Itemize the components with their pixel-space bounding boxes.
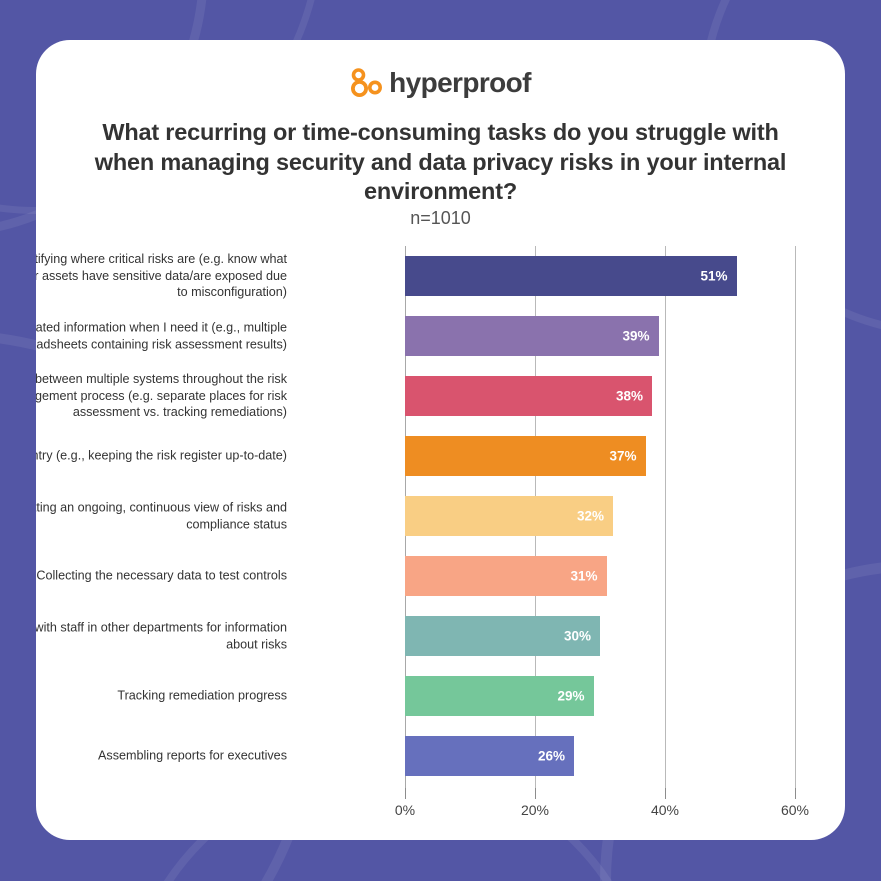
x-axis-tick-mark bbox=[665, 788, 666, 799]
bar-category-label: Find risk-related information when I nee… bbox=[36, 320, 287, 351]
bar-category-label: Data entry (e.g., keeping the risk regis… bbox=[36, 448, 287, 463]
bar-value-label: 31% bbox=[570, 568, 598, 584]
bar-value-label: 37% bbox=[609, 448, 637, 464]
bar[interactable]: 37% bbox=[405, 436, 646, 476]
gridline-60 bbox=[795, 246, 796, 788]
bar-category-label: Getting an ongoing, continuous view of r… bbox=[36, 500, 287, 531]
bar[interactable]: 29% bbox=[405, 676, 594, 716]
bar[interactable]: 31% bbox=[405, 556, 607, 596]
bar-category-label: Identifying where critical risks are (e.… bbox=[36, 252, 287, 300]
chart-title: What recurring or time-consuming tasks d… bbox=[94, 119, 787, 205]
bar[interactable]: 32% bbox=[405, 496, 613, 536]
hyperproof-circles-icon bbox=[350, 68, 383, 97]
bar-row: Assembling reports for executives 26% bbox=[36, 726, 845, 786]
x-axis-tick-label: 60% bbox=[780, 802, 810, 818]
bar[interactable]: 39% bbox=[405, 316, 659, 356]
bar-category-label: Following up with staff in other departm… bbox=[36, 620, 287, 651]
bar-value-label: 30% bbox=[563, 628, 591, 644]
x-axis-tick-mark bbox=[405, 788, 406, 799]
x-axis-tick-mark bbox=[795, 788, 796, 799]
bar[interactable]: 30% bbox=[405, 616, 600, 656]
bar-value-label: 32% bbox=[576, 508, 604, 524]
brand-name: hyperproof bbox=[389, 66, 531, 98]
brand-logo: hyperproof bbox=[36, 68, 845, 97]
bar-category-label: Collecting the necessary data to test co… bbox=[36, 568, 287, 583]
bar[interactable]: 51% bbox=[405, 256, 737, 296]
bar-category-label: Tracking remediation progress bbox=[117, 688, 287, 703]
bar-category-label: Assembling reports for executives bbox=[98, 748, 287, 763]
bar-row: Identifying where critical risks are (e.… bbox=[36, 246, 845, 306]
bar-value-label: 39% bbox=[622, 328, 650, 344]
bar-value-label: 51% bbox=[700, 268, 728, 284]
bar-category-label: Switching between multiple systems throu… bbox=[36, 372, 287, 420]
gridline-40 bbox=[665, 246, 666, 788]
bar-row: Getting an ongoing, continuous view of r… bbox=[36, 486, 845, 546]
bar-value-label: 38% bbox=[615, 388, 643, 404]
x-axis-tick-label: 20% bbox=[520, 802, 550, 818]
x-axis-tick-mark bbox=[535, 788, 536, 799]
bar-row: Tracking remediation progress 29% bbox=[36, 666, 845, 726]
bar[interactable]: 38% bbox=[405, 376, 652, 416]
chart-card: hyperproof What recurring or time-consum… bbox=[36, 40, 845, 840]
chart-sample-size: n=1010 bbox=[410, 208, 471, 228]
bar-row: Following up with staff in other departm… bbox=[36, 606, 845, 666]
bar-row: Switching between multiple systems throu… bbox=[36, 366, 845, 426]
bar-chart-plot: Identifying where critical risks are (e.… bbox=[36, 40, 845, 840]
bar-row: Collecting the necessary data to test co… bbox=[36, 546, 845, 606]
bar-value-label: 26% bbox=[537, 748, 565, 764]
x-axis-tick-label: 0% bbox=[394, 802, 416, 818]
bar-row: Find risk-related information when I nee… bbox=[36, 306, 845, 366]
bar[interactable]: 26% bbox=[405, 736, 574, 776]
x-axis-tick-label: 40% bbox=[650, 802, 680, 818]
bar-value-label: 29% bbox=[557, 688, 585, 704]
bar-row: Data entry (e.g., keeping the risk regis… bbox=[36, 426, 845, 486]
